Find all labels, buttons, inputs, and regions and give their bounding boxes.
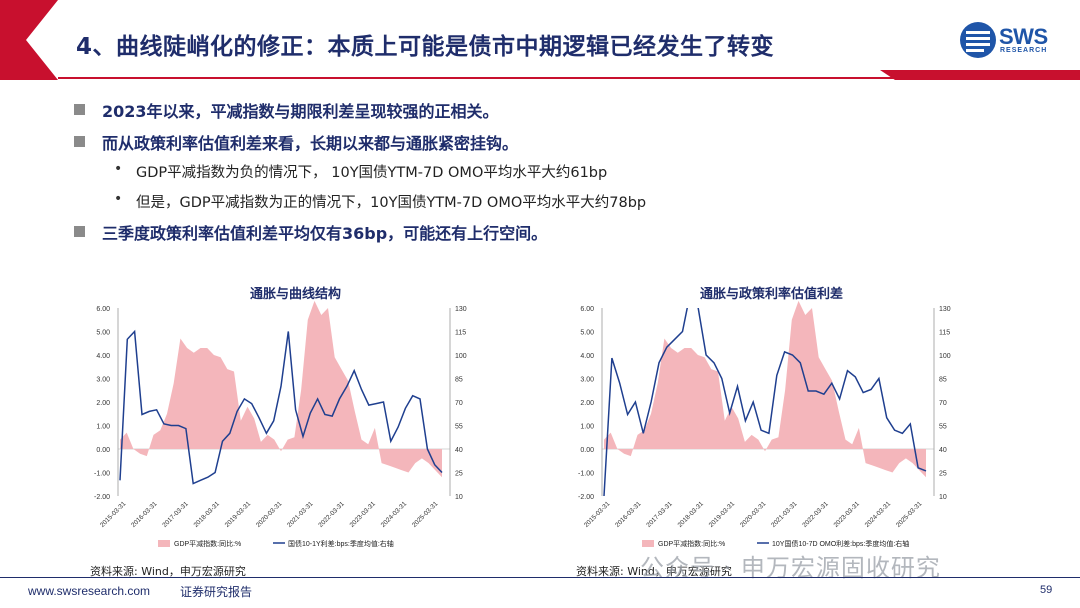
- left-tick-label: 1.00: [580, 424, 594, 431]
- right-tick-label: 40: [939, 447, 947, 454]
- sub-bullet-2: 但是，GDP平减指数为正的情况下，10Y国债YTM-7D OMO平均水平大约78…: [136, 195, 647, 211]
- chart-2: 6.00 5.00 4.00 3.00 2.00 1.00 0.00 -1.00 -2.00 13…: [578, 300, 951, 548]
- line-series-spread: [603, 308, 927, 496]
- legend-area-swatch: [158, 540, 170, 547]
- bullet-3: 三季度政策利率估值利差平均仅有36bp，可能还有上行空间。: [102, 224, 548, 243]
- x-tick-label: 2019-03-31: [224, 500, 253, 529]
- x-tick-label: 2022-03-31: [317, 500, 346, 529]
- footer-url[interactable]: www.swsresearch.com: [28, 584, 151, 598]
- bullet-square-icon: [74, 136, 85, 147]
- right-tick-label: 85: [939, 377, 947, 384]
- x-tick-label: 2025-03-31: [895, 500, 924, 529]
- x-tick-label: 2015-03-31: [99, 500, 128, 529]
- right-tick-label: 115: [939, 330, 950, 337]
- chart-1-source: 资料来源: Wind，申万宏源研究: [90, 565, 246, 578]
- sws-logo: [960, 22, 996, 58]
- footer-divider: [0, 577, 1080, 578]
- x-tick-label: 2018-03-31: [193, 500, 222, 529]
- bullet-square-icon: [74, 104, 85, 115]
- logo-text: SWS: [999, 24, 1048, 49]
- header-banner: [0, 0, 1080, 80]
- page-title: 4、曲线陡峭化的修正：本质上可能是债市中期逻辑已经发生了转变: [76, 34, 775, 60]
- right-tick-label: 10: [455, 494, 463, 501]
- x-tick-label: 2020-03-31: [255, 500, 284, 529]
- left-tick-label: 2.00: [96, 400, 110, 407]
- legend-label: GDP平减指数:同比:%: [174, 539, 241, 548]
- logo-subtext: RESEARCH: [1000, 47, 1048, 54]
- x-tick-label: 2025-03-31: [411, 500, 440, 529]
- right-tick-label: 130: [939, 306, 951, 313]
- left-tick-label: 5.00: [580, 330, 594, 337]
- left-tick-label: 4.00: [580, 353, 594, 360]
- left-tick-label: 6.00: [96, 306, 110, 313]
- right-tick-label: 40: [455, 447, 463, 454]
- x-tick-label: 2023-03-31: [349, 500, 378, 529]
- left-tick-label: 0.00: [580, 447, 594, 454]
- left-tick-label: 0.00: [96, 447, 110, 454]
- bullet-square-icon: [74, 226, 85, 237]
- x-tick-label: 2017-03-31: [645, 500, 674, 529]
- bullet-1: 2023年以来，平减指数与期限利差呈现较强的正相关。: [102, 102, 499, 121]
- right-tick-label: 10: [939, 494, 947, 501]
- left-tick-label: -1.00: [94, 471, 110, 478]
- x-tick-label: 2024-03-31: [380, 500, 409, 529]
- sub-bullet-dot-icon: •: [114, 161, 123, 177]
- left-tick-label: -2.00: [578, 494, 594, 501]
- sub-bullet-dot-icon: •: [114, 191, 123, 207]
- left-tick-label: -2.00: [94, 494, 110, 501]
- line-series-spread: [119, 329, 443, 485]
- left-tick-label: 2.00: [580, 400, 594, 407]
- right-tick-label: 115: [455, 330, 466, 337]
- x-tick-label: 2019-03-31: [708, 500, 737, 529]
- right-tick-label: 85: [455, 377, 463, 384]
- left-tick-label: 3.00: [96, 377, 110, 384]
- x-tick-label: 2018-03-31: [677, 500, 706, 529]
- x-tick-label: 2022-03-31: [801, 500, 830, 529]
- left-tick-label: 4.00: [96, 353, 110, 360]
- right-tick-label: 100: [939, 353, 951, 360]
- legend-area-swatch: [642, 540, 654, 547]
- area-series-gdp-deflator: [120, 300, 442, 478]
- bullet-2: 而从政策利率估值利差来看，长期以来都与通胀紧密挂钩。: [102, 134, 519, 153]
- right-tick-label: 130: [455, 306, 467, 313]
- chart-2-source: 资料来源: Wind，申万宏源研究: [576, 565, 732, 578]
- right-tick-label: 25: [939, 471, 947, 478]
- right-tick-label: 55: [455, 424, 463, 431]
- left-tick-label: 3.00: [580, 377, 594, 384]
- x-tick-label: 2021-03-31: [770, 500, 799, 529]
- left-tick-label: 1.00: [96, 424, 110, 431]
- x-tick-label: 2017-03-31: [161, 500, 190, 529]
- area-series-gdp-deflator: [604, 300, 926, 478]
- left-tick-label: -1.00: [578, 471, 594, 478]
- x-tick-label: 2015-03-31: [583, 500, 612, 529]
- x-tick-label: 2016-03-31: [130, 500, 159, 529]
- right-tick-label: 100: [455, 353, 467, 360]
- page-number: 59: [1040, 584, 1053, 596]
- right-tick-label: 70: [455, 400, 463, 407]
- left-tick-label: 6.00: [580, 306, 594, 313]
- x-tick-label: 2021-03-31: [286, 500, 315, 529]
- right-tick-label: 55: [939, 424, 947, 431]
- chart-1-title: 通胀与曲线结构: [250, 287, 342, 302]
- right-tick-label: 70: [939, 400, 947, 407]
- chart-1: 6.00 5.00 4.00 3.00 2.00 1.00 0.00 -1.00 -2.00 13…: [94, 300, 467, 548]
- x-tick-label: 2016-03-31: [614, 500, 643, 529]
- legend-label: 国债10-1Y利差:bps:季度均值:右轴: [288, 539, 394, 548]
- x-tick-label: 2023-03-31: [833, 500, 862, 529]
- footer-report-label: 证券研究报告: [180, 585, 253, 599]
- left-tick-label: 5.00: [96, 330, 110, 337]
- x-tick-label: 2024-03-31: [864, 500, 893, 529]
- sub-bullet-1: GDP平减指数为负的情况下， 10Y国债YTM-7D OMO平均水平大约61bp: [136, 165, 608, 181]
- legend-label: GDP平减指数:同比:%: [658, 539, 725, 548]
- right-tick-label: 25: [455, 471, 463, 478]
- x-tick-label: 2020-03-31: [739, 500, 768, 529]
- legend-label: 10Y国债10-7D OMO利差:bps:季度均值:右轴: [772, 539, 909, 548]
- chart-2-title: 通胀与政策利率估值利差: [700, 287, 844, 302]
